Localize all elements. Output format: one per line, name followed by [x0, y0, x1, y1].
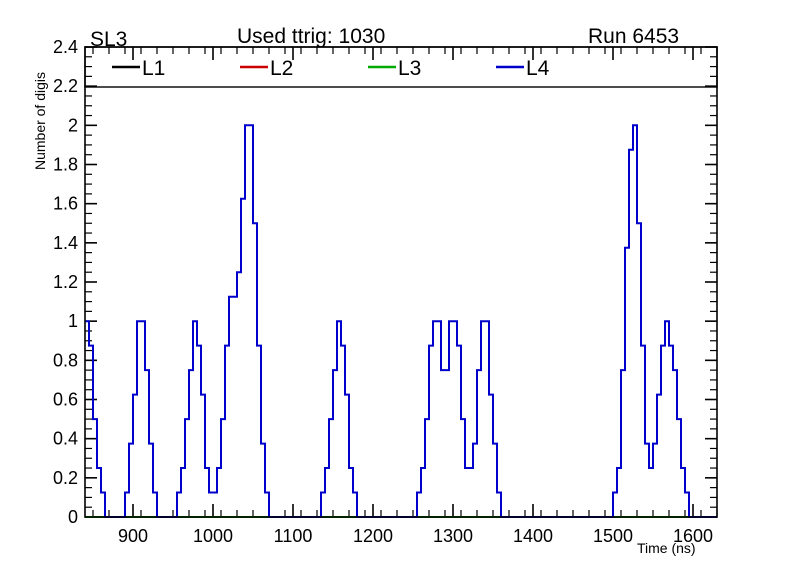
y-tick-label: 1.8 — [53, 155, 78, 175]
y-tick-label: 0 — [68, 507, 78, 527]
axis-ticks — [85, 46, 718, 518]
legend: L1 L2 L3 L4 — [84, 46, 718, 88]
legend-label-l4: L4 — [526, 57, 550, 80]
x-tick-label: 1000 — [193, 526, 233, 546]
y-tick-label: 2.2 — [53, 76, 78, 96]
x-tick-label: 1500 — [593, 526, 633, 546]
y-tick-label: 0.4 — [53, 429, 78, 449]
y-tick-label: 2.4 — [53, 37, 78, 57]
legend-label-l1: L1 — [142, 57, 165, 80]
legend-label-l2: L2 — [270, 57, 293, 80]
plot-frame — [84, 46, 718, 518]
x-tick-label: 1400 — [513, 526, 553, 546]
x-tick-label: 1600 — [673, 526, 713, 546]
x-tick-label: 1200 — [353, 526, 393, 546]
x-tick-label: 900 — [118, 526, 148, 546]
superlayer-label: SL3 — [90, 28, 128, 51]
y-tick-label: 1.6 — [53, 194, 78, 214]
y-tick-labels: 0 0.2 0.4 0.6 0.8 1 1.2 1.4 1.6 1.8 2 2.2 2.4 — [53, 37, 78, 527]
x-tick-labels: 900 1000 1100 1200 1300 1400 1500 1600 — [118, 526, 713, 546]
series-curve-l4 — [85, 124, 717, 518]
x-axis-title: Time (ns) — [637, 540, 696, 556]
ttrig-label: Used ttrig: 1030 — [237, 25, 386, 48]
y-tick-label: 0.8 — [53, 350, 78, 370]
legend-label-l3: L3 — [398, 57, 421, 80]
x-tick-label: 1100 — [274, 526, 313, 546]
run-label: Run 6453 — [588, 25, 680, 48]
y-tick-label: 1 — [68, 311, 78, 331]
y-tick-label: 1.2 — [53, 272, 78, 292]
y-tick-label: 2 — [68, 115, 78, 135]
x-tick-label: 1300 — [433, 526, 473, 546]
y-tick-label: 1.4 — [53, 233, 78, 253]
y-tick-label: 0.2 — [53, 468, 78, 488]
data-curves — [85, 124, 717, 518]
y-tick-label: 0.6 — [53, 390, 78, 410]
